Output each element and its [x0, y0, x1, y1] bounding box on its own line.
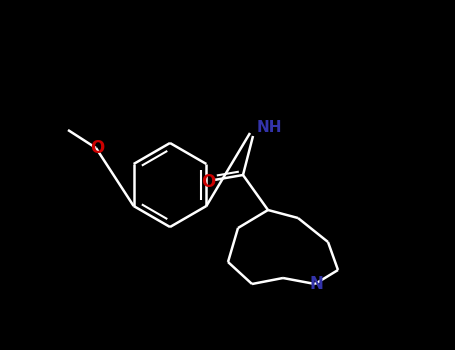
Text: O: O [90, 139, 104, 157]
Text: NH: NH [257, 120, 283, 135]
Text: O: O [201, 173, 215, 191]
Text: N: N [309, 275, 323, 293]
